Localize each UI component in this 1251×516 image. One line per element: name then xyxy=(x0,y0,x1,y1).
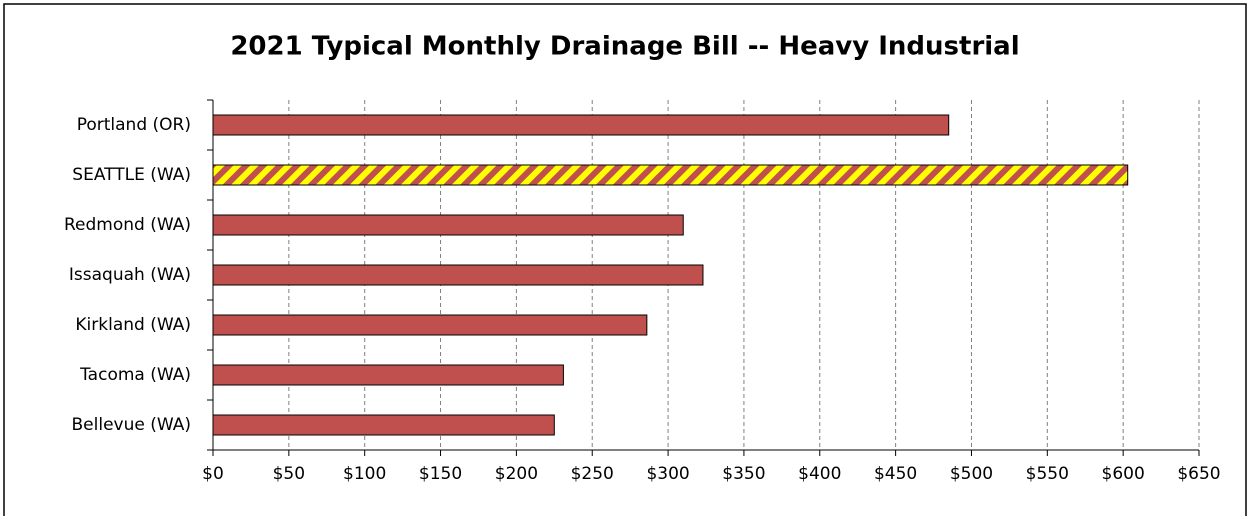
bar xyxy=(212,114,950,136)
x-tick-label: $350 xyxy=(722,464,765,484)
y-tick-label: Tacoma (WA) xyxy=(79,365,191,385)
chart-title: 2021 Typical Monthly Drainage Bill -- He… xyxy=(230,32,1019,62)
y-tick-label: Bellevue (WA) xyxy=(72,415,192,435)
y-tick-label: Issaquah (WA) xyxy=(69,265,191,285)
y-tick-label: Portland (OR) xyxy=(77,115,191,135)
x-tick-label: $100 xyxy=(343,464,386,484)
bar xyxy=(212,314,648,336)
x-tick-label: $50 xyxy=(273,464,305,484)
y-tick-label: Redmond (WA) xyxy=(64,215,191,235)
x-tick-label: $600 xyxy=(1102,464,1145,484)
x-tick-label: $200 xyxy=(495,464,538,484)
bar xyxy=(212,414,555,436)
bar xyxy=(212,164,1129,186)
x-tick-label: $650 xyxy=(1177,464,1220,484)
chart-frame xyxy=(3,3,1247,516)
x-tick-label: $450 xyxy=(874,464,917,484)
bar xyxy=(212,364,564,386)
x-tick-label: $150 xyxy=(419,464,462,484)
x-tick-label: $400 xyxy=(798,464,841,484)
y-tick-label: Kirkland (WA) xyxy=(75,315,191,335)
x-tick-label: $500 xyxy=(950,464,993,484)
x-tick-label: $0 xyxy=(202,464,224,484)
x-tick-label: $300 xyxy=(646,464,689,484)
y-tick-label: SEATTLE (WA) xyxy=(72,165,191,185)
bar xyxy=(212,264,704,286)
x-tick-label: $250 xyxy=(571,464,614,484)
x-tick-label: $550 xyxy=(1026,464,1069,484)
bar xyxy=(212,214,684,236)
